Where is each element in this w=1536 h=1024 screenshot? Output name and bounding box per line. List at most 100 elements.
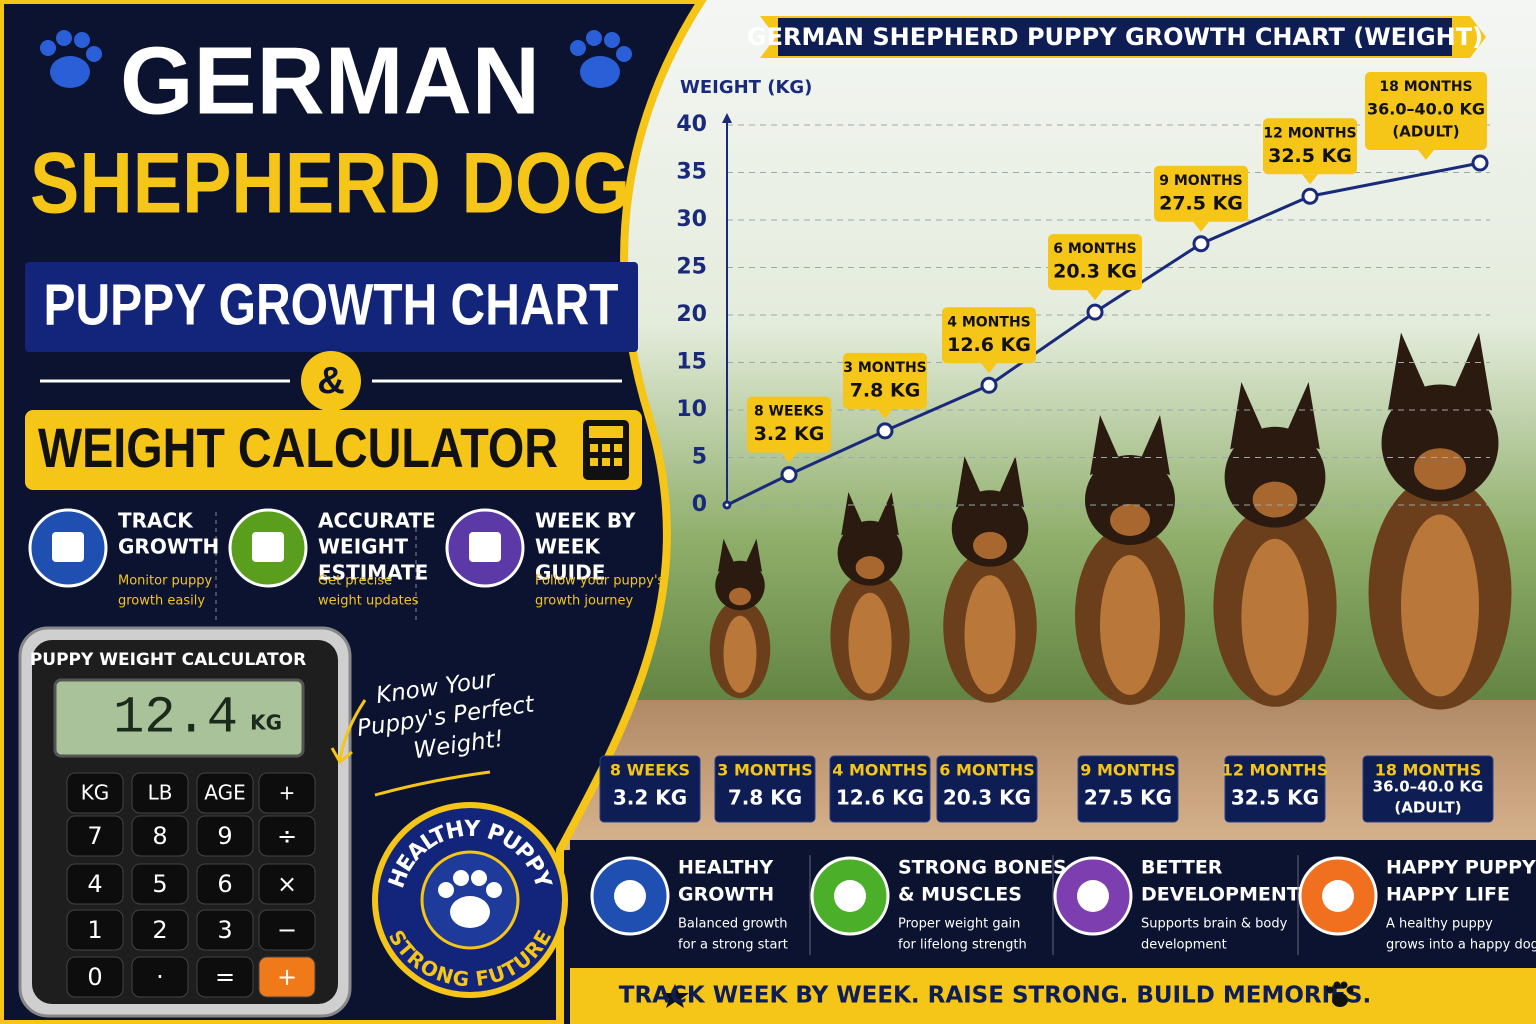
calculator-key-label: ÷: [277, 822, 297, 850]
header-line: SHEPHERD DOG: [30, 136, 630, 232]
calculator-key: [66, 772, 124, 814]
header-line: WEIGHT CALCULATOR: [38, 416, 558, 479]
feature-icon-glyph: [52, 532, 84, 562]
puppy-muzzle: [1110, 504, 1150, 536]
age-box: [714, 755, 816, 823]
feature-title: WEIGHT: [318, 535, 408, 559]
puppy-ear: [1230, 382, 1267, 450]
calculator-key: [196, 815, 254, 857]
calculator-key-label: 6: [217, 870, 232, 898]
age-box-value: 20.3 KG: [943, 786, 1031, 810]
age-box-value: 36.0–40.0 KG: [1373, 778, 1484, 796]
calculator-key: [66, 863, 124, 905]
calculator-key: [196, 909, 254, 951]
callout-category: 18 MONTHS: [1379, 79, 1472, 95]
calculator-key: [131, 772, 189, 814]
calculator-key: [258, 772, 316, 814]
age-box-category: 12 MONTHS: [1222, 761, 1329, 780]
y-tick-label: 20: [676, 302, 707, 327]
feature-description: growth journey: [535, 594, 634, 609]
benefit-icon-glyph: [1077, 880, 1109, 912]
y-tick-label: 0: [692, 492, 707, 517]
calculator-key: [66, 956, 124, 998]
y-tick-label: 10: [676, 397, 707, 422]
callout-note: (ADULT): [1392, 123, 1459, 141]
paw-right: [570, 30, 632, 88]
age-box-category: 9 MONTHS: [1080, 761, 1175, 780]
feature-icon-glyph: [252, 532, 284, 562]
callout-value: 36.0–40.0 KG: [1367, 100, 1485, 119]
ampersand: &: [317, 360, 344, 402]
calculator-key: [131, 909, 189, 951]
puppy-chest: [1241, 538, 1309, 696]
puppy-ear: [1450, 332, 1492, 411]
puppy-ear: [996, 456, 1024, 508]
data-point: [1471, 154, 1489, 172]
puppy-head: [837, 520, 903, 586]
puppy-ear: [718, 538, 736, 572]
calculator-key-label: +: [277, 963, 297, 991]
puppy-head: [1224, 426, 1326, 528]
age-box: [829, 755, 931, 823]
data-point: [1301, 187, 1319, 205]
calculator-banner: [25, 410, 642, 490]
puppy-head: [951, 490, 1029, 567]
age-box-value: 27.5 KG: [1084, 786, 1172, 810]
benefit-description: Balanced growth: [678, 917, 787, 932]
benefit-title: HAPPY LIFE: [1386, 884, 1510, 906]
feature-title: WEEK BY: [535, 509, 636, 533]
puppy-muzzle: [1414, 448, 1466, 490]
calculator-key-label: 9: [217, 822, 232, 850]
calculator-key-label: ×: [277, 870, 297, 898]
age-box: [936, 755, 1038, 823]
callout: [843, 352, 927, 409]
feature-title: WEEK: [535, 535, 601, 559]
puppy-ear: [956, 456, 984, 508]
puppy-ear: [1283, 382, 1320, 450]
puppy-chest: [848, 592, 892, 694]
calculator-key: [131, 956, 189, 998]
age-box-category: 8 WEEKS: [610, 761, 690, 780]
puppy-ear: [1138, 415, 1170, 475]
puppy-ear: [841, 492, 865, 536]
data-line: [726, 161, 1481, 507]
callout-pointer: [877, 408, 893, 419]
benefit-title: DEVELOPMENT: [1141, 884, 1300, 906]
callout-value: 3.2 KG: [754, 423, 825, 445]
callout-pointer: [1193, 221, 1209, 232]
puppy-chest: [1401, 514, 1479, 697]
callout-category: 3 MONTHS: [843, 360, 927, 376]
puppy-ear: [744, 538, 762, 572]
benefit-icon-glyph: [614, 880, 646, 912]
paw-left: [40, 30, 102, 88]
calculator-key-label: ·: [156, 963, 164, 991]
display-unit: KG: [250, 711, 282, 735]
chart-title: GERMAN SHEPHERD PUPPY GROWTH CHART (WEIG…: [747, 23, 1483, 51]
callout-category: 9 MONTHS: [1159, 173, 1243, 189]
puppy-muzzle: [855, 556, 885, 580]
data-point: [876, 422, 894, 440]
age-box-value: 32.5 KG: [1231, 786, 1319, 810]
calculator-key-label: =: [215, 963, 235, 991]
chart-title-box: [778, 18, 1452, 56]
age-box: [1224, 755, 1326, 823]
callout-value: 7.8 KG: [850, 379, 921, 401]
header-line: PUPPY GROWTH CHART: [44, 272, 619, 337]
age-box-value: 12.6 KG: [836, 786, 924, 810]
feature-title: ESTIMATE: [318, 561, 428, 585]
header-line: GERMAN: [120, 27, 540, 134]
benefit-title: GROWTH: [678, 884, 774, 906]
calculator-key-label: 5: [152, 870, 167, 898]
tagline-underline: [374, 770, 491, 797]
age-box-note: (ADULT): [1394, 799, 1461, 817]
puppy-ear: [1090, 415, 1122, 475]
callout-pointer: [1087, 290, 1103, 301]
age-box-value: 3.2 KG: [613, 786, 687, 810]
y-axis-title: WEIGHT (KG): [680, 77, 812, 98]
calculator-key: [196, 863, 254, 905]
benefit-description: grows into a happy dog: [1386, 938, 1536, 953]
callout: [942, 307, 1036, 364]
calculator-key-label: AGE: [204, 781, 245, 805]
benefit-description: for lifelong strength: [898, 938, 1027, 953]
